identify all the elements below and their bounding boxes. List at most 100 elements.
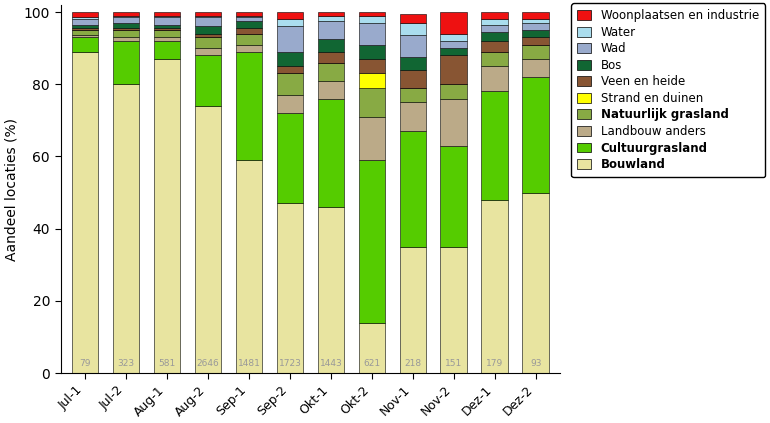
Bar: [359, 88, 385, 117]
Bar: [440, 12, 467, 34]
Bar: [195, 48, 221, 55]
Bar: [359, 117, 385, 160]
Bar: [317, 16, 344, 21]
Bar: [154, 16, 180, 17]
Text: 79: 79: [79, 359, 91, 368]
Bar: [400, 247, 426, 373]
Bar: [154, 12, 180, 16]
Bar: [522, 44, 549, 59]
Bar: [112, 28, 139, 30]
Text: 1481: 1481: [237, 359, 260, 368]
Bar: [276, 203, 303, 373]
Bar: [195, 106, 221, 373]
Bar: [276, 19, 303, 27]
Bar: [72, 17, 99, 19]
Bar: [400, 131, 426, 247]
Bar: [72, 30, 99, 36]
Bar: [112, 84, 139, 373]
Bar: [236, 16, 263, 17]
Bar: [317, 52, 344, 63]
Text: 151: 151: [445, 359, 463, 368]
Bar: [112, 30, 139, 37]
Bar: [112, 16, 139, 17]
Bar: [154, 59, 180, 373]
Bar: [522, 12, 549, 19]
Bar: [481, 19, 508, 25]
Bar: [195, 34, 221, 37]
Bar: [440, 34, 467, 41]
Bar: [236, 52, 263, 160]
Bar: [481, 91, 508, 200]
Bar: [154, 25, 180, 28]
Bar: [276, 27, 303, 52]
Bar: [236, 34, 263, 44]
Bar: [440, 48, 467, 55]
Bar: [317, 81, 344, 99]
Bar: [481, 25, 508, 32]
Bar: [522, 23, 549, 30]
Bar: [72, 52, 99, 373]
Text: 621: 621: [363, 359, 380, 368]
Bar: [400, 14, 426, 23]
Bar: [317, 21, 344, 39]
Bar: [481, 52, 508, 66]
Bar: [359, 59, 385, 74]
Bar: [440, 41, 467, 48]
Bar: [481, 66, 508, 91]
Bar: [522, 19, 549, 23]
Bar: [400, 57, 426, 70]
Legend: Woonplaatsen en industrie, Water, Wad, Bos, Veen en heide, Strand en duinen, Nat: Woonplaatsen en industrie, Water, Wad, B…: [571, 3, 765, 177]
Bar: [522, 192, 549, 373]
Bar: [195, 17, 221, 27]
Bar: [522, 77, 549, 192]
Bar: [112, 37, 139, 41]
Text: 1723: 1723: [279, 359, 301, 368]
Bar: [522, 30, 549, 37]
Bar: [359, 44, 385, 59]
Bar: [154, 17, 180, 25]
Bar: [195, 37, 221, 48]
Bar: [195, 55, 221, 106]
Bar: [276, 12, 303, 19]
Bar: [236, 28, 263, 34]
Bar: [195, 16, 221, 17]
Bar: [154, 30, 180, 37]
Bar: [359, 160, 385, 323]
Bar: [359, 12, 385, 16]
Text: 1443: 1443: [320, 359, 342, 368]
Bar: [317, 63, 344, 81]
Bar: [72, 12, 99, 17]
Bar: [72, 37, 99, 52]
Bar: [440, 55, 467, 84]
Bar: [154, 37, 180, 41]
Bar: [236, 17, 263, 21]
Bar: [276, 74, 303, 95]
Bar: [317, 39, 344, 52]
Bar: [72, 36, 99, 37]
Bar: [522, 59, 549, 77]
Bar: [154, 41, 180, 59]
Bar: [276, 113, 303, 203]
Bar: [400, 36, 426, 57]
Text: 218: 218: [404, 359, 421, 368]
Bar: [236, 21, 263, 28]
Bar: [400, 102, 426, 131]
Bar: [72, 25, 99, 28]
Bar: [440, 84, 467, 99]
Bar: [359, 74, 385, 88]
Bar: [317, 207, 344, 373]
Text: 179: 179: [486, 359, 504, 368]
Bar: [236, 12, 263, 16]
Text: 93: 93: [530, 359, 541, 368]
Bar: [400, 23, 426, 36]
Text: 581: 581: [159, 359, 176, 368]
Bar: [400, 88, 426, 102]
Bar: [236, 44, 263, 52]
Bar: [481, 32, 508, 41]
Y-axis label: Aandeel locaties (%): Aandeel locaties (%): [4, 118, 18, 261]
Text: 323: 323: [118, 359, 135, 368]
Bar: [112, 23, 139, 28]
Bar: [112, 41, 139, 84]
Bar: [440, 99, 467, 146]
Bar: [481, 41, 508, 52]
